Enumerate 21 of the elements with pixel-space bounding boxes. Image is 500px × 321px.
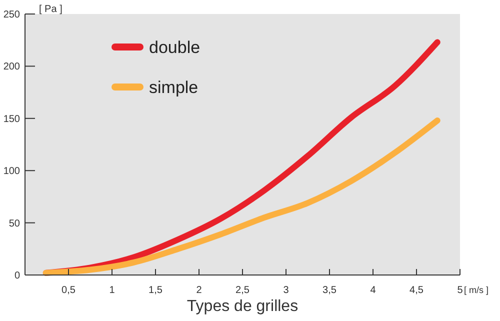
x-tick-label: 3,5 <box>322 285 337 296</box>
x-tick-label: 1,5 <box>148 285 163 296</box>
x-tick-label: 2,5 <box>236 285 250 296</box>
y-tick-label: 250 <box>3 10 20 20</box>
y-axis-title: [ Pa ] <box>39 4 63 15</box>
y-tick-label: 100 <box>3 166 20 178</box>
x-tick-label: 1 <box>109 285 116 296</box>
x-tick-label: 4,5 <box>410 285 424 296</box>
x-axis-title: Types de grilles <box>186 298 298 315</box>
y-tick-label: 50 <box>8 218 20 230</box>
x-tick-label: 3 <box>283 285 290 296</box>
legend-label: simple <box>149 78 198 97</box>
legend-label: double <box>149 38 200 57</box>
y-tick-label: 0 <box>14 270 20 282</box>
y-tick-label: 200 <box>3 62 20 73</box>
x-tick-label: 5 <box>457 285 464 296</box>
x-tick-label: 0,5 <box>62 285 76 296</box>
y-tick-label: 150 <box>3 114 20 125</box>
x-tick-label: 4 <box>370 285 376 296</box>
x-tick-label: 2 <box>196 285 202 296</box>
text: [ m/s ] <box>464 285 488 295</box>
